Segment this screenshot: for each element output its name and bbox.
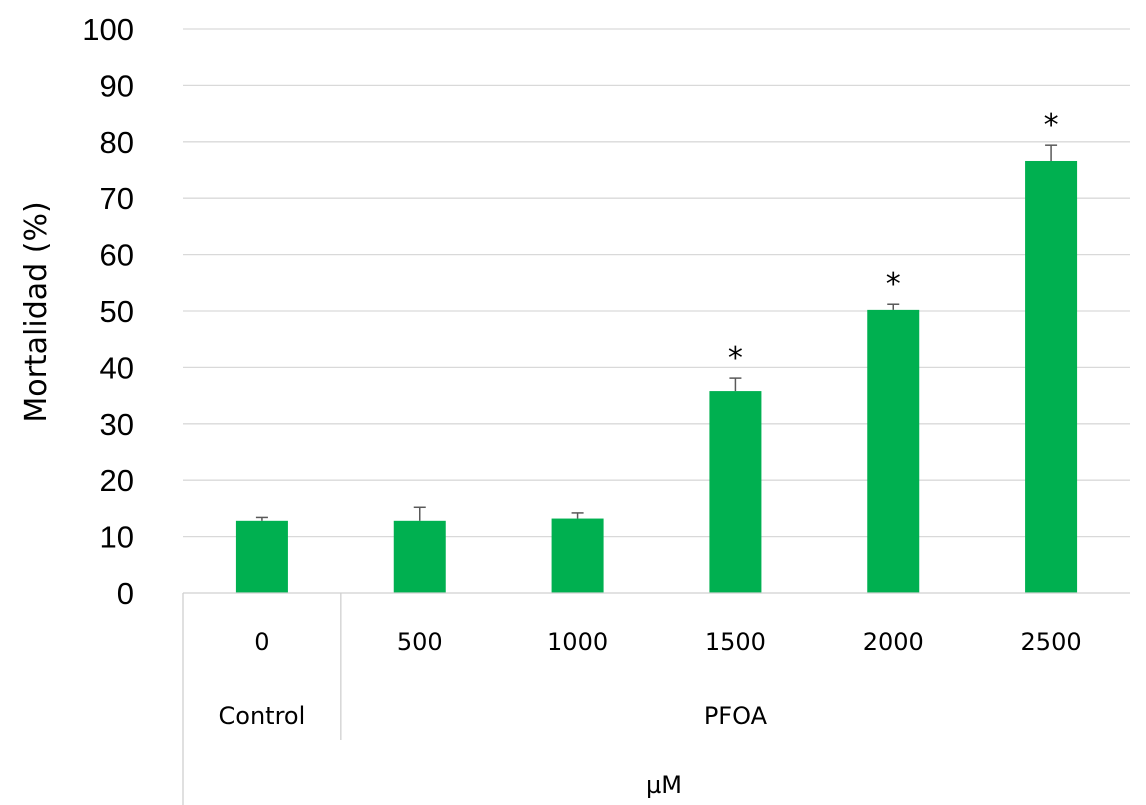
error-bars xyxy=(255,144,1058,521)
group-label: Control xyxy=(219,702,306,730)
y-tick-label: 50 xyxy=(100,294,134,329)
bar xyxy=(393,520,446,593)
x-category-label: 500 xyxy=(397,628,443,656)
y-tick-label: 70 xyxy=(100,181,134,216)
gridlines xyxy=(183,28,1130,538)
y-axis-title: Mortalidad (%) xyxy=(19,201,54,422)
y-tick-label: 60 xyxy=(100,238,134,273)
group-labels: Control PFOA xyxy=(219,702,768,730)
significance-markers: * * * xyxy=(728,108,1059,376)
x-category-label: 1000 xyxy=(547,628,608,656)
x-category-label: 2000 xyxy=(863,628,924,656)
bar xyxy=(867,309,920,593)
y-tick-label: 80 xyxy=(100,125,134,160)
bar xyxy=(1025,160,1078,593)
bar xyxy=(551,518,604,593)
y-tick-label: 20 xyxy=(100,463,134,498)
y-tick-label: 100 xyxy=(82,12,134,47)
significance-star: * xyxy=(1044,108,1059,143)
x-category-label: 2500 xyxy=(1021,628,1082,656)
y-tick-label: 90 xyxy=(100,68,134,103)
category-axis xyxy=(182,592,1130,805)
y-tick-labels: 0 10 20 30 40 50 60 70 80 90 100 xyxy=(82,12,134,611)
x-category-labels: 0 500 1000 1500 2000 2500 xyxy=(254,628,1081,656)
x-axis-title: µM xyxy=(646,771,682,799)
y-tick-label: 40 xyxy=(100,350,134,385)
group-label: PFOA xyxy=(704,702,768,730)
x-category-label: 1500 xyxy=(705,628,766,656)
bar xyxy=(235,520,288,593)
significance-star: * xyxy=(886,267,901,302)
y-tick-label: 30 xyxy=(100,407,134,442)
y-tick-label: 10 xyxy=(100,520,134,555)
bars xyxy=(235,160,1078,593)
significance-star: * xyxy=(728,341,743,376)
y-tick-label: 0 xyxy=(117,576,134,611)
x-category-label: 0 xyxy=(254,628,269,656)
bar xyxy=(709,391,762,593)
